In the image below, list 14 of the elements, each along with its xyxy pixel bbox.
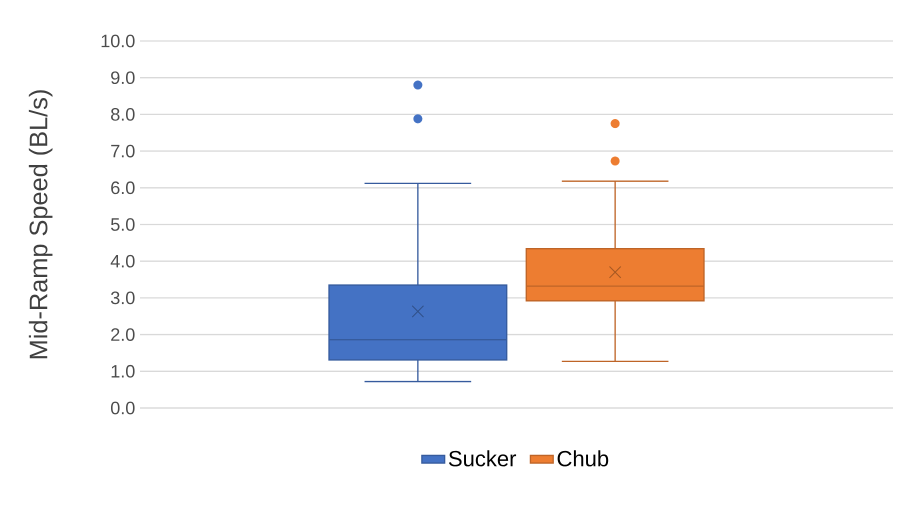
y-tick-label: 9.0 (111, 71, 135, 84)
y-tick-label: 6.0 (111, 181, 135, 194)
y-axis-title: Mid-Ramp Speed (BL/s) (28, 90, 52, 358)
y-tick-label: 10.0 (102, 34, 135, 48)
y-tick-label: 5.0 (110, 218, 135, 231)
y-tick-label: 4.0 (110, 254, 135, 268)
legend-label: Sucker (448, 450, 516, 466)
y-tick-label: 3.0 (110, 292, 135, 304)
y-tick-label: 8.0 (111, 108, 135, 121)
y-tick-label: 1.0 (112, 364, 135, 378)
y-tick-label: 0.0 (110, 402, 135, 414)
y-tick-label: 7.0 (111, 144, 135, 158)
y-tick-label: 2.0 (111, 328, 135, 341)
legend-label: Chub (558, 450, 608, 466)
